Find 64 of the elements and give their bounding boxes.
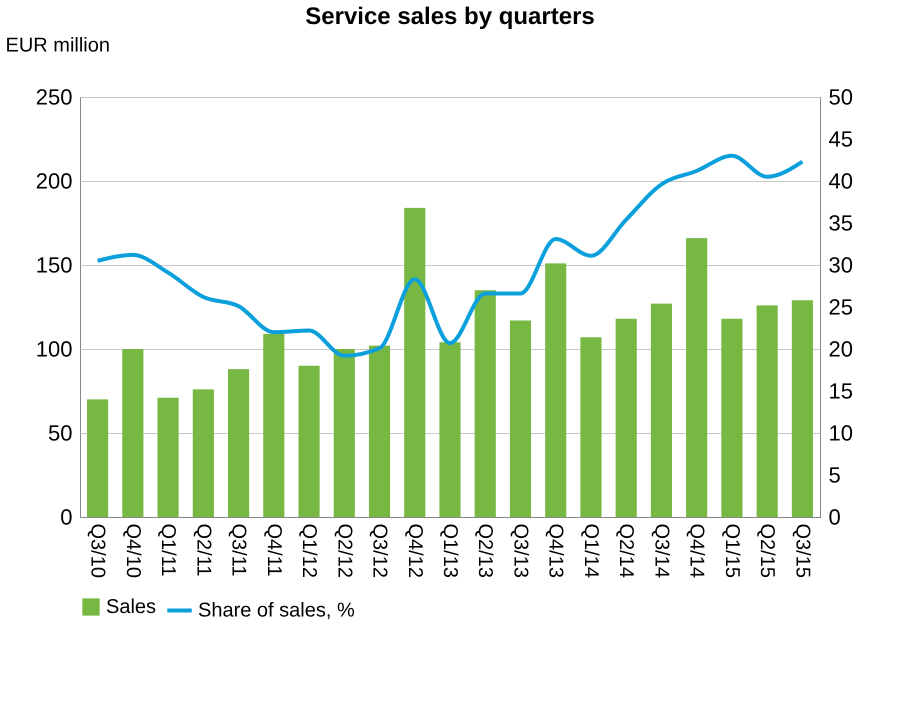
bar (510, 320, 532, 517)
y-tick-label: 150 (36, 252, 72, 278)
line-series (96, 154, 804, 358)
bar (756, 305, 778, 517)
bar (192, 389, 214, 517)
bar (298, 366, 320, 517)
x-tick-label: Q4/14 (686, 524, 708, 578)
x-tick-label: Q2/14 (615, 524, 638, 578)
bar (334, 349, 355, 517)
x-tick-label: Q3/10 (86, 524, 109, 578)
y-tick-label: 250 (36, 84, 72, 110)
x-tick-label: Q1/14 (580, 524, 602, 578)
x-tick-label: Q3/14 (650, 524, 672, 578)
bar (616, 318, 637, 517)
y-tick-label: 50 (48, 420, 72, 446)
legend-label: Sales (106, 596, 156, 618)
y2-tick-label: 25 (828, 294, 853, 320)
y-tick-label: 100 (36, 336, 72, 362)
y-tick-label: 200 (36, 168, 72, 194)
x-tick-label: Q1/15 (720, 524, 743, 578)
bar (545, 263, 566, 517)
y-axis-title: EUR million (6, 34, 110, 56)
bar (474, 290, 496, 517)
y2-tick-label: 15 (828, 378, 853, 404)
bar (686, 238, 708, 517)
y-tick-label: 0 (60, 504, 72, 530)
x-tick-label: Q4/11 (262, 524, 285, 576)
x-tick-label: Q2/11 (192, 524, 214, 576)
x-tick-label: Q4/13 (544, 524, 567, 578)
bar (158, 398, 179, 517)
y2-tick-label: 0 (828, 504, 841, 530)
x-tick-label: Q3/11 (228, 524, 250, 576)
x-tick-label: Q3/13 (509, 524, 532, 578)
x-tick-label: Q2/13 (474, 524, 496, 578)
x-tick-label: Q4/10 (122, 524, 144, 578)
bar (439, 342, 461, 517)
bar (228, 369, 250, 517)
bar (87, 399, 108, 517)
bar (404, 208, 426, 517)
x-tick-label: Q1/13 (439, 524, 461, 578)
bar (263, 334, 284, 517)
x-tick-label: Q2/12 (333, 524, 356, 578)
y2-tick-label: 10 (828, 420, 853, 446)
bar (792, 300, 813, 517)
bar (650, 304, 672, 517)
chart-title: Service sales by quarters (305, 3, 595, 30)
y2-tick-label: 30 (828, 252, 853, 278)
y2-tick-label: 20 (828, 336, 853, 362)
y2-tick-label: 35 (828, 210, 853, 236)
x-tick-label: Q2/15 (756, 524, 778, 578)
y2-tick-label: 50 (828, 84, 853, 110)
x-tick-label: Q1/12 (298, 524, 320, 578)
y2-tick-label: 5 (828, 462, 841, 488)
bar (721, 318, 742, 517)
y2-tick-label: 40 (828, 168, 853, 194)
bar (122, 349, 144, 517)
bar (368, 346, 390, 517)
x-tick-label: Q1/11 (157, 524, 180, 576)
x-tick-label: Q4/12 (404, 524, 426, 578)
bar (580, 337, 602, 517)
legend-label: Share of sales, % (198, 600, 355, 622)
y2-tick-label: 45 (828, 126, 853, 152)
x-tick-label: Q3/15 (791, 524, 814, 578)
x-tick-label: Q3/12 (368, 524, 391, 578)
